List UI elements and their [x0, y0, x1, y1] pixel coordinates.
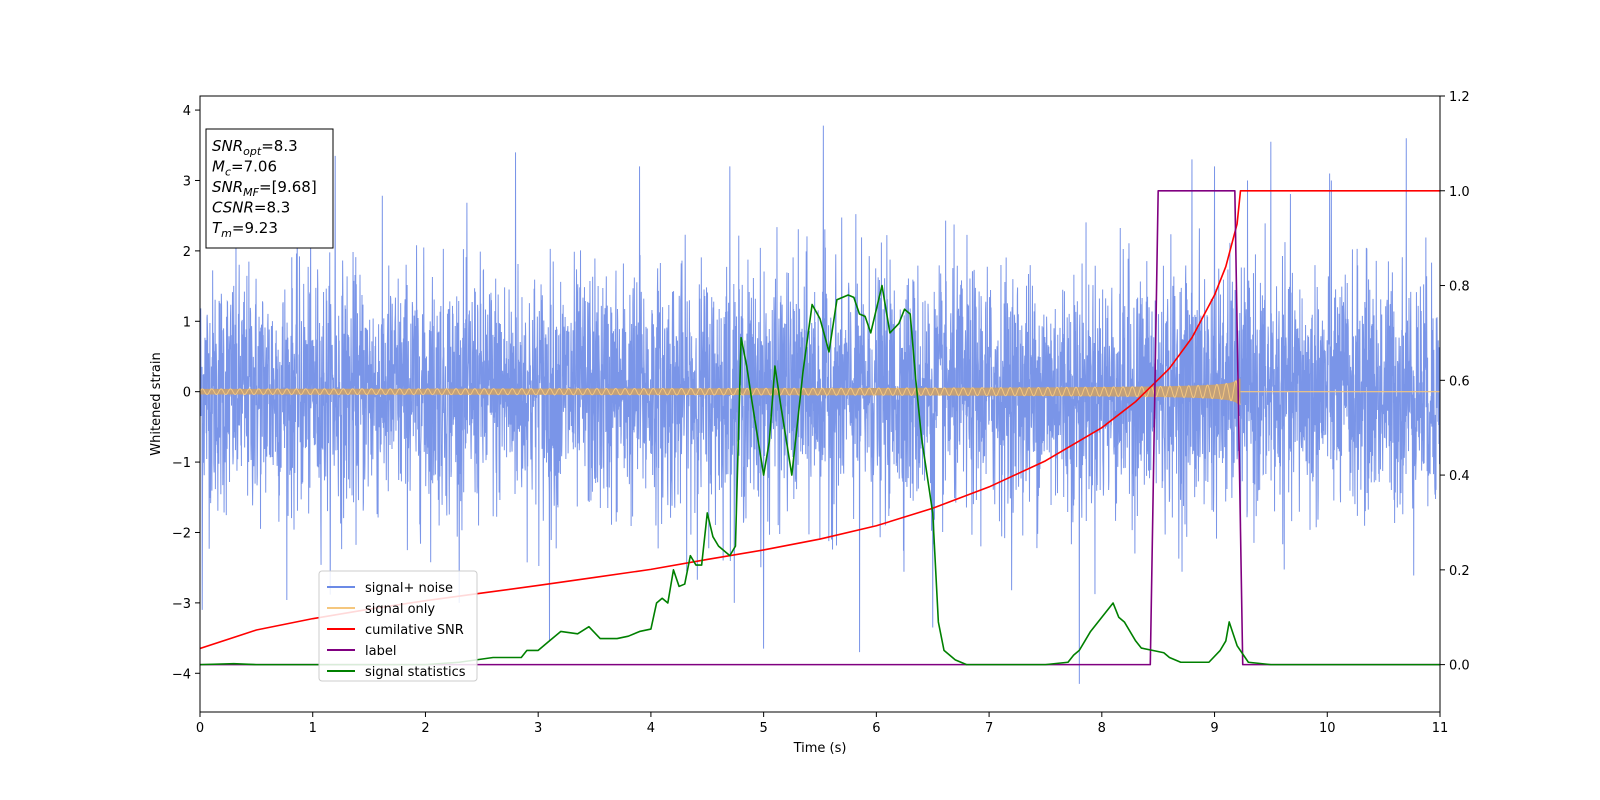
annotation-line: CSNR=8.3	[212, 199, 290, 217]
signal-noise-line	[200, 125, 1440, 684]
legend: signal+ noise signal only cumilative SNR la…	[318, 570, 478, 682]
x-tick-label: 9	[1210, 721, 1218, 736]
y2-tick-label: 0.0	[1449, 659, 1470, 674]
legend-label: signal+ noise	[365, 581, 453, 596]
x-tick-label: 2	[421, 721, 429, 736]
y-tick-label: −3	[172, 597, 191, 612]
legend-frame	[318, 570, 478, 682]
annotation-line: Mc=7.06	[212, 158, 277, 179]
legend-label: signal statistics	[365, 665, 466, 680]
legend-label: label	[365, 644, 396, 659]
y-tick-label: −4	[172, 667, 191, 682]
series-signal-only	[200, 378, 1440, 406]
x-tick-label: 5	[759, 721, 767, 736]
y-tick-label: 4	[183, 104, 191, 119]
x-tick-label: 1	[309, 721, 317, 736]
annotation-line: SNRopt=8.3	[212, 137, 298, 158]
legend-label: signal only	[365, 602, 435, 617]
x-tick-label: 0	[196, 721, 204, 736]
y2-tick-label: 0.2	[1449, 564, 1470, 579]
series-signal-statistics-line	[200, 284, 1440, 666]
y-axis-label: Whitened strain	[149, 352, 164, 455]
y2-tick-label: 1.2	[1449, 90, 1470, 105]
x-tick-label: 11	[1432, 721, 1449, 736]
annotation-line: Tm=9.23	[212, 219, 278, 240]
series-signal-noise	[200, 125, 1440, 684]
y-tick-label: −2	[172, 526, 191, 541]
x-axis-label: Time (s)	[793, 741, 847, 756]
y2-tick-label: 0.4	[1449, 469, 1470, 484]
annotation-frame	[205, 128, 334, 249]
y-tick-label: 0	[183, 386, 191, 401]
signal-only-line	[200, 380, 1241, 406]
y2-tick-label: 1.0	[1449, 185, 1470, 200]
x-tick-label: 3	[534, 721, 542, 736]
y2-tick-label: 0.8	[1449, 280, 1470, 295]
y-axis-left: −4 −3 −2 −1 0 1 2 3 4	[172, 104, 200, 682]
legend-label: cumilative SNR	[365, 623, 464, 638]
x-tick-label: 6	[872, 721, 880, 736]
signal-only-envelope	[200, 378, 1241, 405]
y-tick-label: 1	[183, 315, 191, 330]
y-tick-label: 3	[183, 174, 191, 189]
y-tick-label: −1	[172, 456, 191, 471]
x-axis: 0 1 2 3 4 5 6 7 8 9 10 11	[196, 712, 1448, 736]
y2-tick-label: 0.6	[1449, 374, 1470, 389]
x-tick-label: 8	[1098, 721, 1106, 736]
y-axis-right: 0.0 0.2 0.4 0.6 0.8 1.0 1.2	[1440, 90, 1470, 674]
annotation-line: SNRMF=[9.68]	[212, 178, 317, 199]
y-tick-label: 2	[183, 245, 191, 260]
plot-frame	[199, 95, 1441, 713]
x-tick-label: 7	[985, 721, 993, 736]
x-tick-label: 10	[1319, 721, 1336, 736]
x-tick-label: 4	[647, 721, 655, 736]
